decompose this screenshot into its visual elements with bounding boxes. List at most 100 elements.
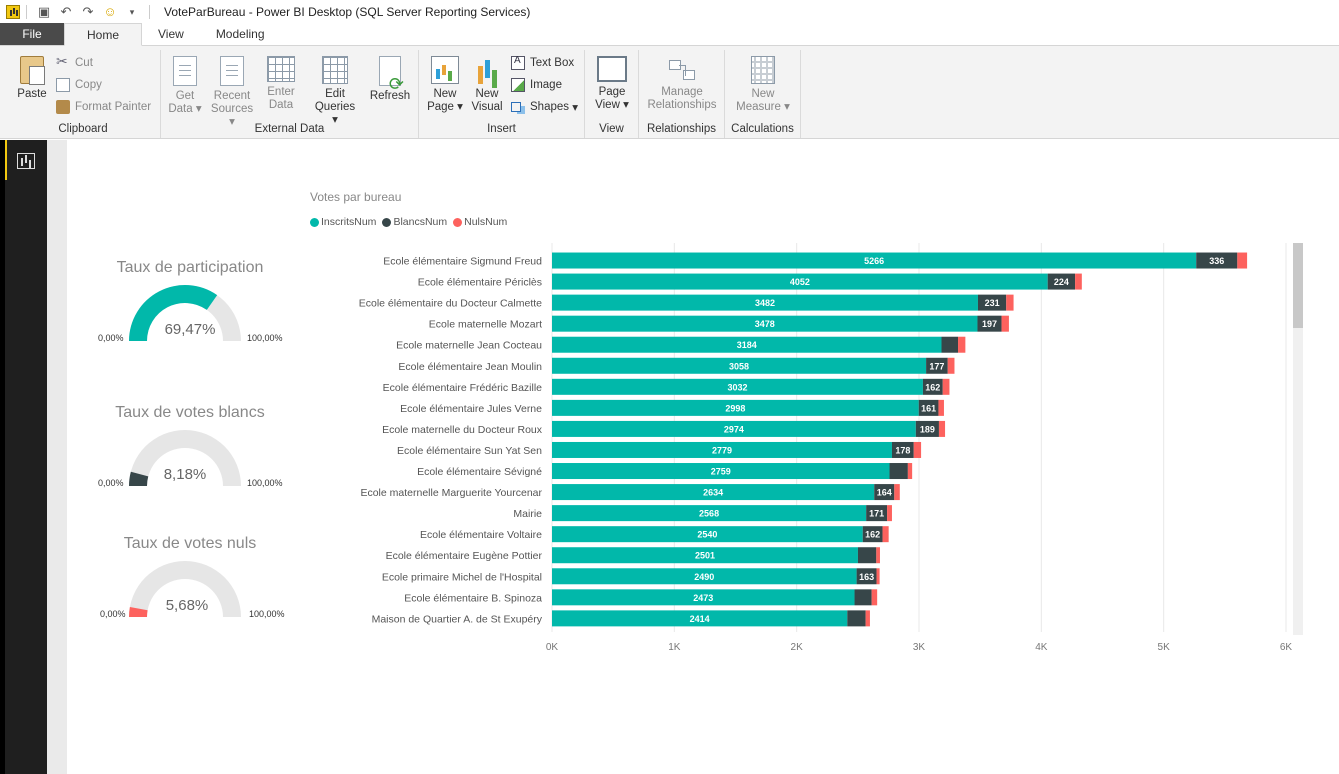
new-page-icon [431,56,459,84]
titlebar-separator [26,5,27,19]
gauge-min: 0,00% [98,333,124,343]
tab-modeling[interactable]: Modeling [215,27,265,41]
page-view-label-1: Page [598,86,626,98]
gauge-max: 100,00% [247,333,283,343]
recent-sources-button[interactable]: Recent Sources ▾ [207,56,257,129]
text-box-button[interactable]: Text Box [511,54,574,72]
paste-button[interactable]: Paste [12,56,52,101]
new-measure-label-1: New [751,88,775,100]
enter-data-label-1: Enter [267,86,295,98]
get-data-label-2-text: Data [168,103,193,115]
legend-item[interactable]: BlancsNum [382,216,447,228]
clipboard-group-label: Clipboard [58,123,108,135]
tab-home[interactable]: Home [64,23,143,46]
ribbon: Paste Cut Copy Format Painter Clipboard … [0,46,1339,139]
view-group-label: View [599,123,624,135]
ribbon-tabs: File Home View Modeling [0,23,1339,46]
calculations-group-label: Calculations [731,123,794,135]
image-button[interactable]: Image [511,76,562,94]
format-painter-button[interactable]: Format Painter [56,98,151,116]
manage-relationships-button[interactable]: Manage Relationships [643,56,721,112]
edit-queries-label-2: Queries ▾ [314,101,356,126]
text-box-icon [511,55,525,70]
paste-label: Paste [17,88,47,100]
cut-button[interactable]: Cut [56,53,93,72]
legend-label: NulsNum [464,216,508,228]
gauge-fill [129,285,218,341]
new-page-label-2-text: Page [427,101,454,113]
text-box-label: Text Box [530,57,575,69]
format-painter-label: Format Painter [75,101,152,113]
copy-button[interactable]: Copy [56,76,102,94]
calculator-icon [751,56,775,84]
new-measure-label-2: Measure ▾ [736,101,790,113]
chart-legend: InscritsNum BlancsNum NulsNum [310,216,509,228]
left-navigation [0,140,47,774]
chart-scrollbar[interactable] [1293,243,1303,635]
legend-dot [310,217,319,227]
legend-dot [453,217,463,227]
new-visual-label-2: Visual [471,101,503,113]
new-measure-button[interactable]: New Measure ▾ [731,56,795,114]
copy-label: Copy [75,79,102,91]
gauge-min: 0,00% [100,609,126,619]
left-edge [0,140,5,774]
recent-sources-label-2-text: Sources [210,103,254,115]
external-data-group-label: External Data [254,123,325,135]
undo-icon[interactable]: ↶ [60,4,72,19]
calculations-group: New Measure ▾ Calculations [725,50,801,138]
recent-sources-label-1: Recent [213,90,251,102]
window-title: VoteParBureau - Power BI Desktop (SQL Se… [164,5,531,19]
relationships-group: Manage Relationships Relationships [639,50,725,138]
gauge-max: 100,00% [247,478,283,488]
edit-queries-label-1: Edit [325,88,345,100]
get-data-label-1: Get [175,90,195,102]
new-visual-button[interactable]: New Visual [469,56,505,114]
view-group: Page View ▾ View [585,50,639,138]
report-view-button[interactable] [0,140,47,180]
gauge-arc [129,285,241,341]
shapes-label: Shapes [530,101,570,113]
gauge-votes-nuls[interactable]: Taux de votes nuls 5,68% 0,00% 100,00% [90,531,290,631]
edit-queries-button[interactable]: Edit Queries ▾ [311,56,359,127]
new-visual-label-1: New [475,88,499,100]
refresh-button[interactable]: Refresh [367,56,413,103]
paintbrush-icon [56,100,70,114]
powerbi-app-icon[interactable] [6,5,20,19]
tab-view[interactable]: View [158,27,184,41]
shapes-button[interactable]: Shapes ▾ [511,98,578,116]
edit-queries-icon [322,56,348,84]
gauge-value: 69,47% [164,321,216,338]
customize-quick-access-icon[interactable]: ▾ [129,7,135,17]
enter-data-label-2: Data [268,99,294,111]
gauge-votes-blancs[interactable]: Taux de votes blancs 8,18% 0,00% 100,00% [90,400,290,500]
insert-group-label: Insert [487,123,516,135]
clipboard-group: Paste Cut Copy Format Painter Clipboard [6,50,161,138]
chart-scrollbar-thumb[interactable] [1293,243,1303,328]
gauge-participation[interactable]: Taux de participation 69,47% 0,00% 100,0… [90,255,290,355]
new-page-button[interactable]: New Page ▾ [425,56,465,114]
cut-label: Cut [75,57,93,69]
save-icon[interactable]: ▣ [37,4,51,19]
tab-file[interactable]: File [0,23,64,45]
page-view-button[interactable]: Page View ▾ [593,56,631,112]
gauge-max: 100,00% [249,609,285,619]
get-data-button[interactable]: Get Data ▾ [167,56,203,116]
manage-relationships-label-2: Relationships [647,99,717,111]
gauge-track [129,561,241,617]
legend-item[interactable]: NulsNum [453,216,507,228]
table-icon [267,56,295,82]
refresh-icon [379,56,404,91]
enter-data-button[interactable]: Enter Data [261,56,301,112]
legend-label: InscritsNum [321,216,377,228]
image-label: Image [530,79,562,91]
smiley-feedback-icon[interactable]: ☺ [103,4,117,19]
new-visual-icon [473,56,501,84]
gauge-track [129,430,241,486]
titlebar-separator [149,5,150,19]
redo-icon[interactable]: ↷ [82,4,94,19]
gauge-value: 8,18% [163,466,207,483]
external-data-group: Get Data ▾ Recent Sources ▾ Enter Data E… [161,50,419,138]
report-view-icon [17,153,35,169]
legend-item[interactable]: InscritsNum [310,216,376,228]
